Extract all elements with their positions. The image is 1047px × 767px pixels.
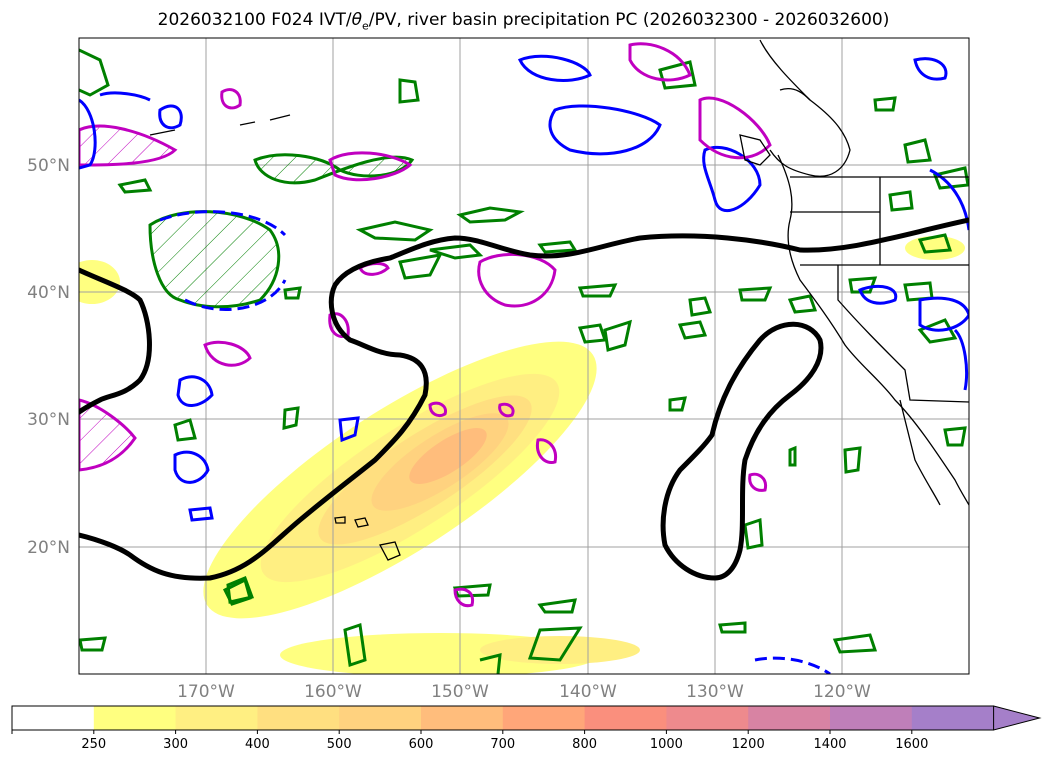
map-frame (78, 37, 970, 675)
colorbar-segment (666, 706, 749, 730)
lon-axis-labels: 170°W 160°W 150°W 140°W 130°W 120°W (177, 682, 871, 702)
colorbar-tick-label: 500 (327, 737, 352, 752)
pv-hatched-regions (79, 124, 415, 472)
coastlines (149, 39, 969, 561)
colorbar-tick-label: 800 (572, 737, 597, 752)
lon-label-140w: 140°W (559, 682, 617, 702)
lon-label-130w: 130°W (686, 682, 744, 702)
lat-label-50: 50°N (27, 156, 70, 176)
colorbar-segment (911, 706, 995, 730)
colorbar-tick-label: 1000 (650, 737, 683, 752)
lat-axis-labels: 50°N 40°N 30°N 20°N (27, 156, 70, 558)
colorbar-segment (502, 706, 586, 730)
map-panel: 50°N 40°N 30°N 20°N 170°W 160°W 150°W 14… (27, 37, 970, 702)
theta-e-contours (79, 217, 969, 581)
colorbar: 250 300 400 500 600 700 800 1000 1200 1400 1600 (11, 705, 1042, 752)
colorbar-tick-label: 1400 (813, 737, 846, 752)
colorbar-segment (748, 706, 831, 730)
colorbar-tick-label: 1200 (732, 737, 765, 752)
pv-negative-contours (79, 54, 969, 674)
ivt-shading (79, 236, 965, 674)
lon-label-150w: 150°W (431, 682, 489, 702)
lat-label-20: 20°N (27, 538, 70, 558)
lat-label-30: 30°N (27, 410, 70, 430)
colorbar-tick-label: 250 (81, 737, 106, 752)
colorbar-extend-arrow (993, 705, 1042, 731)
colorbar-tick-label: 300 (163, 737, 188, 752)
precip-contours (203, 42, 772, 608)
lon-label-170w: 170°W (177, 682, 235, 702)
colorbar-segment (175, 706, 258, 730)
lat-label-40: 40°N (27, 283, 70, 303)
lon-label-120w: 120°W (813, 682, 871, 702)
colorbar-tick-label: 700 (490, 737, 515, 752)
lon-label-160w: 160°W (304, 682, 362, 702)
colorbar-segment (12, 706, 95, 730)
colorbar-segment (257, 706, 340, 730)
colorbar-segment (93, 706, 177, 730)
colorbar-tick-label: 400 (245, 737, 270, 752)
pv-contours (79, 48, 969, 674)
map-title: 2026032100 F024 IVT/θe/PV, river basin p… (157, 10, 890, 33)
colorbar-segment (339, 706, 422, 730)
colorbar-tick-label: 600 (409, 737, 434, 752)
gridlines (79, 38, 969, 674)
colorbar-segment (830, 706, 913, 730)
colorbar-segment (584, 706, 667, 730)
colorbar-segment (421, 706, 504, 730)
colorbar-tick-label: 1600 (895, 737, 928, 752)
